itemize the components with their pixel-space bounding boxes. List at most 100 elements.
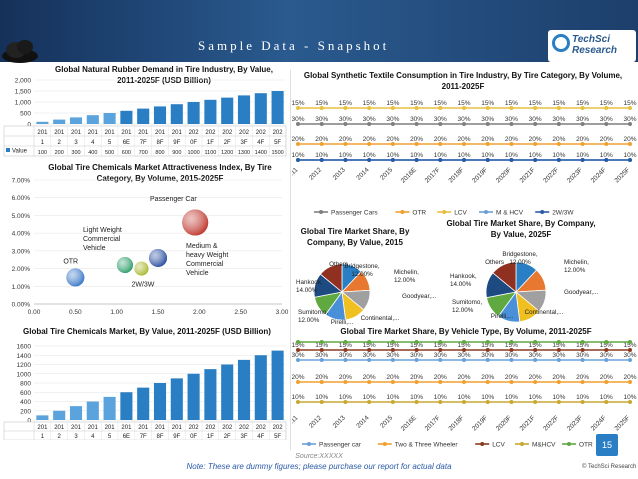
x-tick-label: 3.00 — [276, 309, 289, 316]
data-point — [462, 380, 466, 384]
x-tick-label: 2019F — [471, 414, 489, 432]
data-label: 30% — [481, 352, 494, 359]
data-label: 30% — [339, 116, 352, 123]
x-tick-label: 202 — [205, 425, 216, 431]
data-label: 10% — [363, 394, 376, 401]
data-point — [580, 122, 585, 126]
data-point — [604, 340, 609, 344]
bar — [69, 117, 83, 124]
data-label: 30% — [529, 116, 542, 123]
bubble-shine — [116, 257, 133, 274]
data-point — [580, 142, 585, 146]
x-tick-label: 201 — [71, 130, 82, 136]
legend-entry: M&HCV — [532, 442, 556, 449]
x-tick-label: 202 — [256, 425, 267, 431]
data-point — [533, 400, 538, 404]
data-label: 20% — [434, 374, 447, 381]
data-label: 30% — [434, 116, 447, 123]
x-tick-label: 0.00 — [28, 309, 41, 316]
data-point — [367, 158, 372, 162]
data-label: 20% — [339, 374, 352, 381]
table-series-label: Value — [12, 149, 28, 155]
data-label: 20% — [552, 374, 565, 381]
legend-entry: LCV — [454, 210, 467, 217]
x-tick-label: 2025F — [613, 166, 631, 184]
slice-label: Hankook, — [450, 273, 477, 280]
bar — [170, 104, 183, 124]
point-label: Vehicle — [186, 270, 209, 277]
data-label: 30% — [600, 352, 613, 359]
legend-marker — [540, 210, 545, 214]
data-label: 15% — [292, 100, 305, 107]
y-tick-label: 1,500 — [15, 89, 32, 96]
data-label: 30% — [505, 116, 518, 123]
data-label: 20% — [529, 374, 542, 381]
data-point — [556, 348, 561, 352]
bar — [237, 359, 251, 420]
legend-entry: Passenger car — [319, 442, 362, 449]
data-point — [604, 380, 609, 384]
data-label: 15% — [600, 100, 613, 107]
slice-label: 12.00% — [351, 271, 373, 278]
column-divider — [290, 70, 291, 450]
data-label: 15% — [363, 100, 376, 107]
slice-label: Goodyear,... — [564, 289, 599, 296]
data-point — [628, 340, 632, 344]
data-point — [604, 348, 609, 352]
data-label: 20% — [457, 136, 470, 143]
x-tick-label: 2021F — [519, 414, 537, 432]
legend-entry: 2W/3W — [552, 210, 574, 217]
data-label: 10% — [552, 152, 565, 159]
data-label: 15% — [481, 100, 494, 107]
x-tick-label: 2014 — [355, 414, 370, 429]
chemicals-market-chart: 02004006008001000120014001600Value201110… — [3, 344, 287, 440]
data-label: 30% — [315, 116, 328, 123]
data-label: 10% — [292, 152, 305, 159]
data-label: 30% — [339, 352, 352, 359]
x-tick-label: 201 — [172, 425, 183, 431]
data-point — [438, 400, 443, 404]
data-label: 10% — [410, 394, 423, 401]
slice-label: Bridgestone, — [502, 251, 538, 258]
data-label: 30% — [552, 352, 565, 359]
table-value: 1000 — [187, 150, 199, 156]
copyright: © TechSci Research — [582, 464, 637, 470]
y-tick-label: 3.00% — [12, 248, 31, 255]
data-point — [390, 106, 395, 110]
x-tick-label: 201 — [138, 425, 149, 431]
data-point — [462, 158, 466, 162]
point-label: Passenger Car — [150, 196, 197, 203]
x-tick-label: 202 — [273, 130, 284, 136]
bar — [86, 401, 99, 420]
data-point — [438, 142, 443, 146]
data-point — [556, 158, 561, 162]
x-tick-label: 3 — [74, 140, 78, 146]
data-point — [509, 122, 514, 126]
point-label: heavy Weight — [186, 252, 228, 259]
data-label: 20% — [292, 374, 305, 381]
y-tick-label: 0 — [27, 418, 31, 425]
y-tick-label: 1600 — [17, 344, 32, 351]
data-point — [343, 122, 348, 126]
bar — [153, 106, 167, 124]
x-tick-label: 1 — [41, 140, 45, 146]
bubble-shine — [66, 268, 85, 287]
data-point — [414, 400, 419, 404]
data-label: 15% — [434, 342, 447, 349]
data-label: 10% — [363, 152, 376, 159]
bubble-shine — [134, 261, 149, 276]
y-tick-label: 1,000 — [15, 100, 32, 107]
data-label: 15% — [576, 100, 589, 107]
bar — [271, 91, 284, 124]
chart-title-attractiveness: Global Tire Chemicals Market Attractiven… — [48, 163, 272, 183]
slice-label: Others — [329, 261, 348, 268]
data-point — [485, 348, 490, 352]
data-point — [533, 380, 538, 384]
data-point — [296, 122, 300, 126]
data-point — [580, 348, 585, 352]
table-value: 400 — [88, 150, 97, 156]
data-point — [556, 358, 561, 362]
pie-slice — [319, 263, 343, 293]
data-label: 30% — [386, 116, 399, 123]
data-label: 15% — [623, 342, 636, 349]
